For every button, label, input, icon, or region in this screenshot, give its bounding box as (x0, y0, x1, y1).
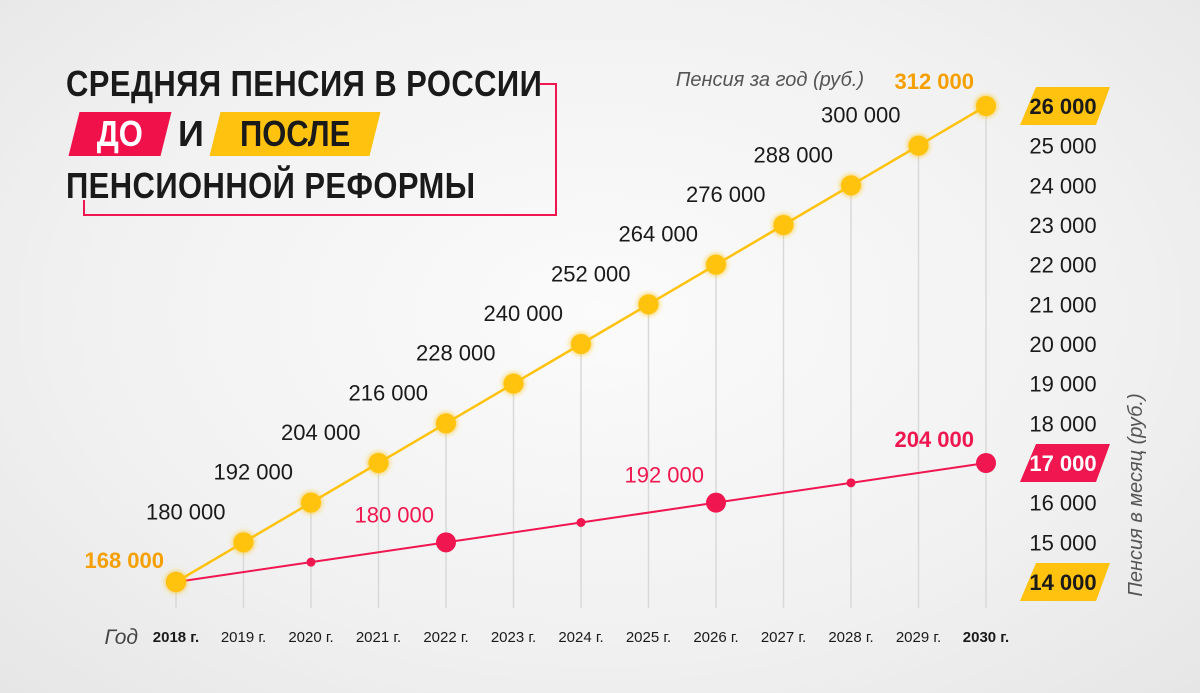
y-tick-label: 23 000 (1029, 213, 1096, 238)
monthly-point (846, 478, 856, 488)
yearly-point (436, 413, 456, 434)
x-tick-label: 2019 г. (221, 629, 266, 646)
yearly-value-label: 216 000 (348, 380, 428, 405)
y-tick-label: 18 000 (1029, 411, 1096, 436)
title-conjunction: И (178, 113, 204, 154)
y-tick-label: 20 000 (1029, 332, 1096, 357)
x-tick-label: 2025 г. (626, 629, 671, 646)
yearly-point (301, 492, 321, 513)
yearly-axis-label: Пенсия за год (руб.) (676, 69, 864, 91)
yearly-value-label: 288 000 (753, 142, 833, 167)
title-line-1: СРЕДНЯЯ ПЕНСИЯ В РОССИИ (66, 63, 543, 104)
y-tick-label: 16 000 (1029, 491, 1096, 516)
title-frame (83, 83, 557, 216)
monthly-value-label: 180 000 (354, 502, 434, 527)
yearly-point (773, 215, 794, 235)
y-tick-label: 17 000 (1029, 451, 1096, 476)
yearly-point (368, 453, 389, 473)
y-tick-label: 22 000 (1029, 253, 1096, 278)
y-tick-label: 19 000 (1029, 372, 1096, 397)
monthly-value-label: 204 000 (894, 427, 974, 452)
yearly-point (503, 373, 524, 394)
yearly-point (976, 96, 996, 116)
y-tick-label: 24 000 (1029, 173, 1096, 198)
title-line-3: ПЕНСИОННОЙ РЕФОРМЫ (66, 165, 476, 206)
yearly-value-label: 204 000 (281, 420, 361, 445)
y-tick-label: 14 000 (1029, 570, 1096, 595)
yearly-value-label: 252 000 (551, 261, 631, 286)
tag-before-text: ДО (96, 113, 144, 154)
yearly-value-label: 276 000 (686, 182, 766, 207)
yearly-value-label: 228 000 (416, 341, 496, 366)
tag-after-text: ПОСЛЕ (239, 113, 351, 154)
tag-before: ДО (68, 112, 172, 156)
y-tick-highlight (1020, 87, 1110, 125)
x-tick-label: 2021 г. (356, 629, 401, 646)
x-axis-label: Год (104, 626, 138, 649)
x-tick-label: 2030 г. (963, 629, 1009, 646)
yearly-value-label: 168 000 (84, 548, 164, 573)
x-tick-label: 2028 г. (828, 629, 873, 646)
x-tick-label: 2029 г. (896, 629, 941, 646)
x-tick-label: 2024 г. (558, 629, 603, 646)
x-tick-label: 2026 г. (693, 629, 738, 646)
yearly-value-label: 180 000 (146, 499, 226, 524)
x-tick-label: 2022 г. (423, 629, 468, 646)
yearly-value-label: 192 000 (213, 460, 293, 485)
yearly-point (706, 254, 726, 275)
monthly-point (436, 532, 456, 553)
yearly-point (166, 572, 186, 592)
x-tick-label: 2020 г. (288, 629, 333, 646)
monthly-point (706, 492, 726, 513)
monthly-point (576, 518, 586, 527)
y-tick-highlight (1020, 444, 1110, 482)
x-tick-label: 2027 г. (761, 629, 806, 646)
yearly-point (638, 294, 659, 315)
monthly-value-label: 192 000 (624, 463, 704, 488)
yearly-point (571, 334, 591, 354)
y-tick-highlight (1020, 563, 1110, 601)
yearly-value-label: 240 000 (483, 301, 563, 326)
yearly-value-label: 264 000 (618, 222, 698, 247)
yearly-point (908, 135, 929, 156)
monthly-point (306, 557, 316, 567)
yearly-point (233, 532, 254, 553)
monthly-point (976, 453, 996, 473)
monthly-axis-label: Пенсия в месяц (руб.) (1125, 393, 1147, 596)
y-tick-label: 15 000 (1029, 530, 1096, 555)
y-tick-label: 21 000 (1029, 292, 1096, 317)
x-tick-label: 2018 г. (153, 629, 199, 646)
yearly-point (841, 175, 861, 196)
y-tick-label: 26 000 (1029, 94, 1096, 119)
yearly-value-label: 300 000 (821, 103, 901, 128)
yearly-value-label: 312 000 (894, 69, 974, 94)
tag-after: ПОСЛЕ (209, 112, 381, 156)
y-tick-label: 25 000 (1029, 134, 1096, 159)
x-tick-label: 2023 г. (491, 629, 536, 646)
